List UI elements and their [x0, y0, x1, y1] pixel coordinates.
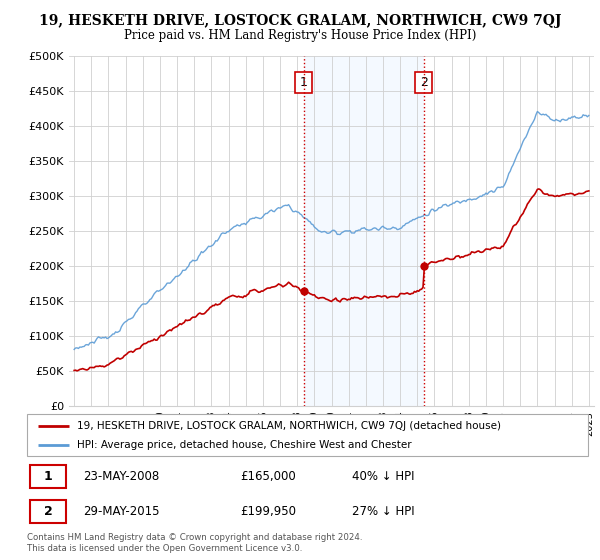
FancyBboxPatch shape — [30, 500, 66, 523]
Text: 1: 1 — [44, 470, 52, 483]
Bar — [304, 56, 424, 406]
Text: 2: 2 — [44, 505, 52, 518]
Text: Price paid vs. HM Land Registry's House Price Index (HPI): Price paid vs. HM Land Registry's House … — [124, 29, 476, 42]
Text: HPI: Average price, detached house, Cheshire West and Chester: HPI: Average price, detached house, Ches… — [77, 440, 412, 450]
Text: £199,950: £199,950 — [240, 505, 296, 518]
Text: Contains HM Land Registry data © Crown copyright and database right 2024.
This d: Contains HM Land Registry data © Crown c… — [27, 533, 362, 553]
Text: 27% ↓ HPI: 27% ↓ HPI — [352, 505, 415, 518]
Text: 19, HESKETH DRIVE, LOSTOCK GRALAM, NORTHWICH, CW9 7QJ: 19, HESKETH DRIVE, LOSTOCK GRALAM, NORTH… — [39, 14, 561, 28]
Text: £165,000: £165,000 — [240, 470, 296, 483]
Text: 29-MAY-2015: 29-MAY-2015 — [83, 505, 160, 518]
FancyBboxPatch shape — [27, 414, 588, 456]
Text: 40% ↓ HPI: 40% ↓ HPI — [352, 470, 415, 483]
Text: 2: 2 — [420, 76, 428, 89]
Text: 1: 1 — [300, 76, 308, 89]
Text: 23-MAY-2008: 23-MAY-2008 — [83, 470, 160, 483]
FancyBboxPatch shape — [30, 465, 66, 488]
Text: 19, HESKETH DRIVE, LOSTOCK GRALAM, NORTHWICH, CW9 7QJ (detached house): 19, HESKETH DRIVE, LOSTOCK GRALAM, NORTH… — [77, 421, 502, 431]
